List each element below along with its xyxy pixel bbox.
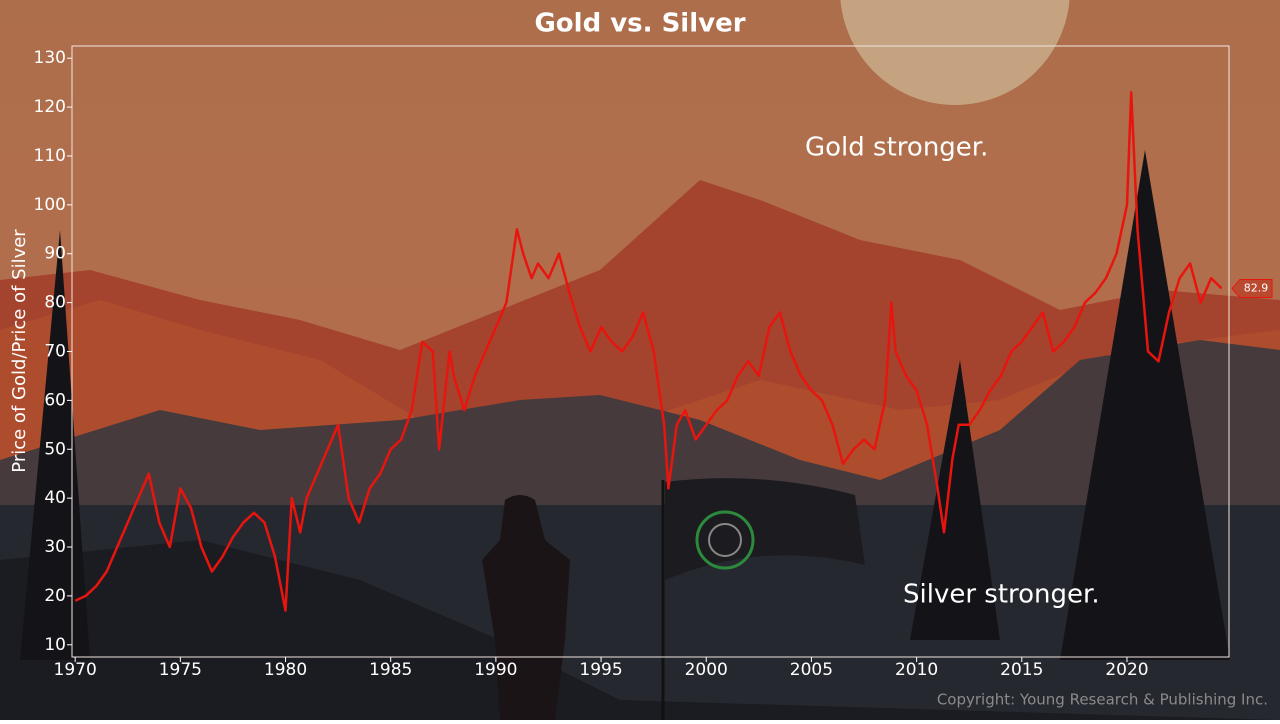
y-tick-label: 10 — [44, 635, 66, 655]
y-tick-label: 60 — [44, 390, 66, 410]
y-axis-label: Price of Gold/Price of Silver — [9, 229, 30, 473]
annotation: Gold stronger. — [805, 133, 988, 163]
x-tick-label: 2005 — [790, 660, 833, 680]
y-tick-label: 40 — [44, 488, 66, 508]
y-tick-label: 20 — [44, 586, 66, 606]
annotation: Silver stronger. — [903, 580, 1100, 610]
y-tick-label: 90 — [44, 244, 66, 264]
x-tick-label: 1975 — [159, 660, 202, 680]
data-line — [74, 91, 1223, 612]
y-tick-label: 100 — [34, 195, 66, 215]
x-tick-label: 2010 — [895, 660, 938, 680]
chart-title: Gold vs. Silver — [534, 9, 745, 39]
x-tick-label: 1995 — [579, 660, 622, 680]
y-tick-label: 110 — [34, 146, 66, 166]
y-tick-label: 80 — [44, 293, 66, 313]
y-tick-label: 120 — [34, 97, 66, 117]
x-tick-label: 1990 — [474, 660, 517, 680]
x-tick-label: 2020 — [1105, 660, 1148, 680]
y-tick-label: 130 — [34, 48, 66, 68]
copyright: Copyright: Young Research & Publishing I… — [937, 691, 1268, 709]
y-tick-label: 70 — [44, 342, 66, 362]
y-tick-label: 50 — [44, 439, 66, 459]
last-value-label: 82.9 — [1244, 281, 1269, 294]
x-tick-label: 1970 — [54, 660, 97, 680]
x-tick-label: 2015 — [1000, 660, 1043, 680]
last-value-box — [1231, 278, 1273, 298]
y-tick-label: 30 — [44, 537, 66, 557]
x-tick-label: 1980 — [264, 660, 307, 680]
x-tick-label: 2000 — [685, 660, 728, 680]
x-tick-label: 1985 — [369, 660, 412, 680]
